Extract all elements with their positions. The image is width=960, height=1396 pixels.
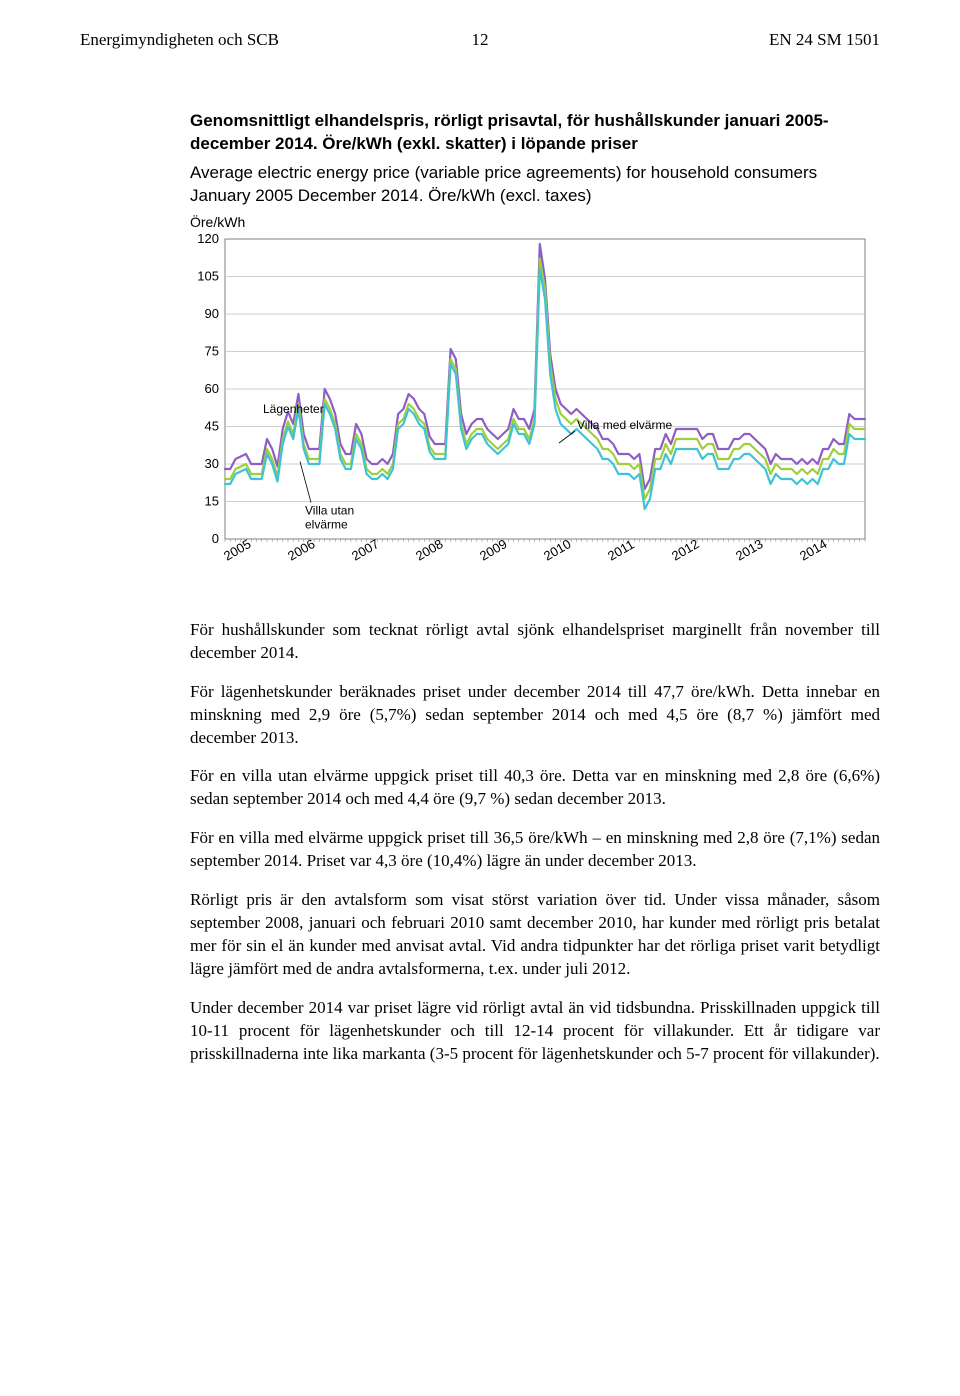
body-text: För hushållskunder som tecknat rörligt a… [190,619,880,1066]
chart-subtitle: Average electric energy price (variable … [190,162,880,208]
svg-text:105: 105 [197,268,219,283]
page-number: 12 [472,30,489,50]
svg-text:Villa utan: Villa utan [305,503,354,517]
paragraph: För hushållskunder som tecknat rörligt a… [190,619,880,665]
chart-title: Genomsnittligt elhandelspris, rörligt pr… [190,110,880,156]
svg-text:0: 0 [212,531,219,546]
svg-text:2013: 2013 [733,536,766,563]
svg-text:90: 90 [205,306,219,321]
header-left: Energimyndigheten och SCB [80,30,472,50]
svg-text:60: 60 [205,381,219,396]
svg-text:2005: 2005 [221,536,254,563]
chart-container: 0153045607590105120200520062007200820092… [190,234,880,569]
svg-text:45: 45 [205,418,219,433]
paragraph: För en villa med elvärme uppgick priset … [190,827,880,873]
svg-text:120: 120 [197,234,219,246]
paragraph: Rörligt pris är den avtalsform som visat… [190,889,880,981]
svg-text:2006: 2006 [285,536,318,563]
header-right: EN 24 SM 1501 [489,30,881,50]
paragraph: För lägenhetskunder beräknades priset un… [190,681,880,750]
svg-text:Lägenheter: Lägenheter [263,402,324,416]
chart-yaxis-label: Öre/kWh [190,214,880,230]
line-chart: 0153045607590105120200520062007200820092… [190,234,870,569]
paragraph: För en villa utan elvärme uppgick priset… [190,765,880,811]
svg-text:30: 30 [205,456,219,471]
svg-text:15: 15 [205,493,219,508]
paragraph: Under december 2014 var priset lägre vid… [190,997,880,1066]
svg-text:2012: 2012 [669,536,702,563]
svg-text:Villa med elvärme: Villa med elvärme [577,418,672,432]
svg-text:2010: 2010 [541,536,574,563]
svg-text:elvärme: elvärme [305,517,348,531]
svg-text:2011: 2011 [605,536,637,563]
svg-text:2008: 2008 [413,536,446,563]
page-header: Energimyndigheten och SCB 12 EN 24 SM 15… [80,30,880,50]
svg-text:75: 75 [205,343,219,358]
svg-text:2007: 2007 [349,536,382,563]
